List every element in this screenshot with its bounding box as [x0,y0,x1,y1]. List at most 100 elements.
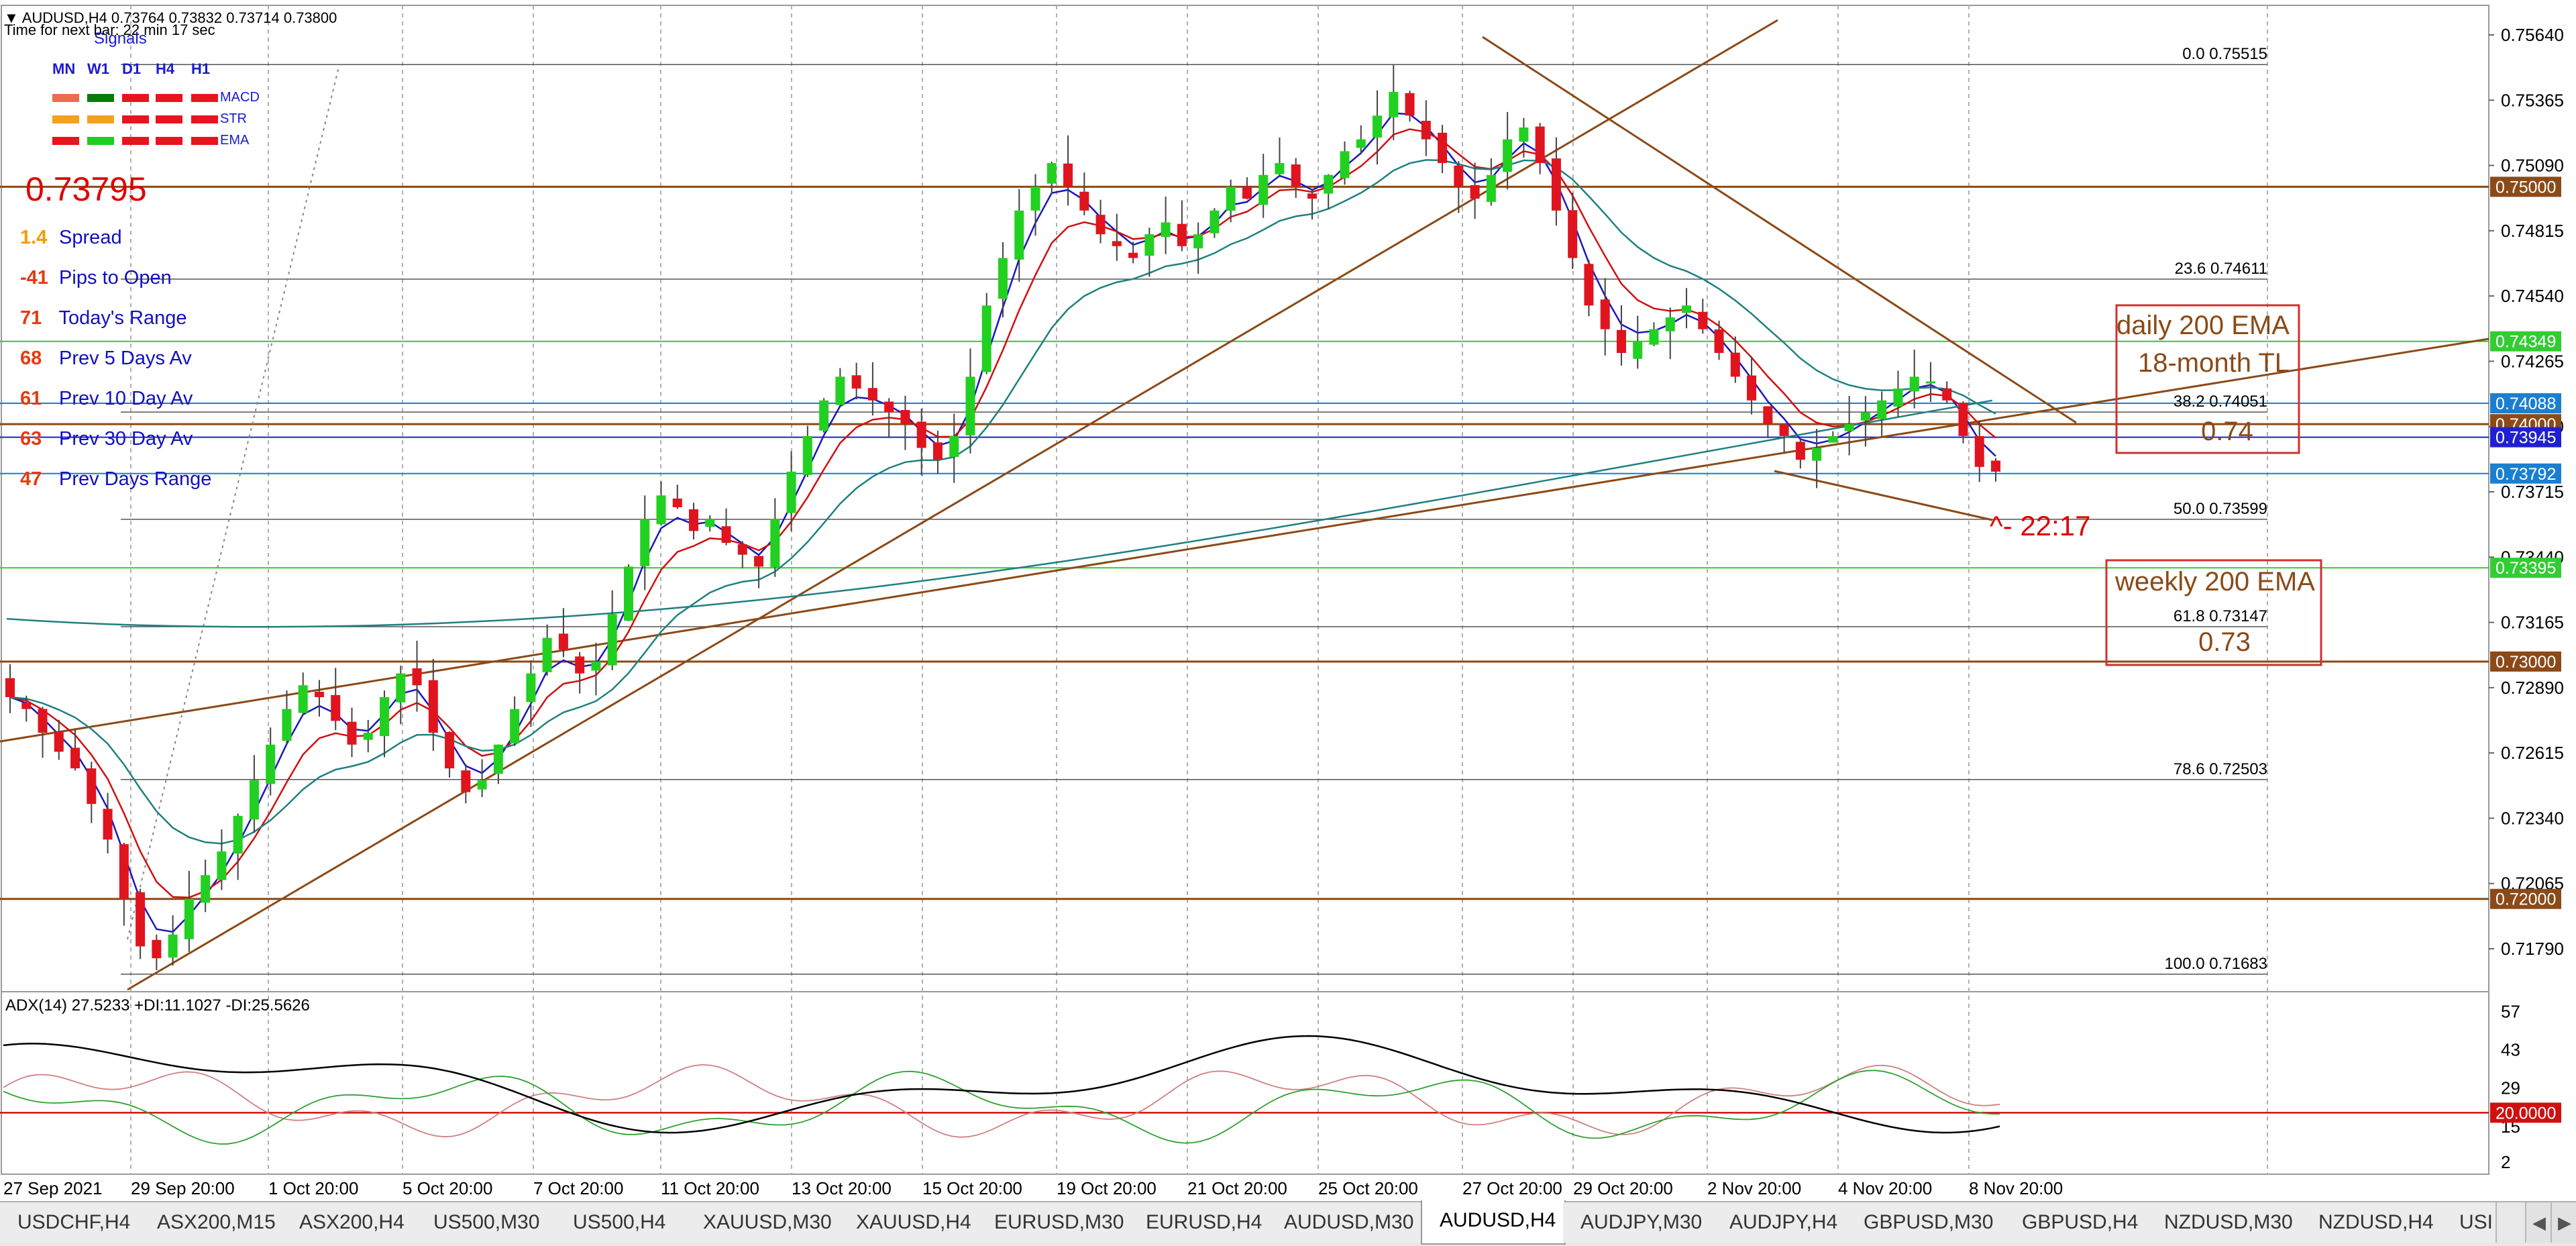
candle-body [558,633,568,650]
candle-body [1812,448,1822,461]
tab-scroll-left-icon[interactable]: ◀ [2525,1202,2552,1243]
candle-body [1030,187,1040,211]
candle-body [1584,264,1594,306]
chart-tab[interactable]: ASX200,H4 [282,1202,417,1243]
chart-window[interactable]: 0.0 0.75515 23.6 0.74611 38.2 0.74051 50.0 … [0,0,2576,1201]
chart-tab[interactable]: XAUUSD,H4 [839,1202,978,1243]
candle-body [689,509,699,531]
price-tag [2490,651,2561,672]
candle-body [1763,406,1773,425]
adx-pane-frame [1,991,2489,1175]
daily-ema-label: daily 200 EMA [2116,311,2290,340]
signal-indicator-bar [156,137,182,145]
info-row-value: 1.4 [20,227,48,248]
signal-indicator-bar [191,115,218,123]
candle-body [168,934,178,958]
tab-scroll-right-icon[interactable]: ▶ [2551,1202,2576,1243]
chart-tab[interactable]: AUDUSD,M30 [1267,1202,1422,1243]
chart-tab[interactable]: US500,M30 [416,1202,557,1243]
candle-body [607,614,617,666]
candle-body [461,770,471,792]
y-tick-label: 0.74815 [2501,221,2564,241]
candle-body [233,815,243,854]
candle-body [1454,165,1464,187]
chart-tab[interactable]: ASX200,M15 [140,1202,283,1243]
candle-body [1291,164,1301,187]
x-tick-label: 29 Oct 20:00 [1573,1178,1673,1198]
signal-timeframe: D1 [122,60,142,77]
candle-body [1242,187,1252,199]
y-tick-label: 0.73715 [2501,482,2564,502]
adx-y-tick-label: 43 [2501,1039,2520,1059]
candle-body [1682,305,1692,313]
candle-body [184,898,194,939]
candle-body [526,673,536,703]
current-price: 0.73795 [25,170,147,208]
candle-body [298,685,308,713]
horizontal-levels [0,185,2489,900]
candle-body [1535,126,1545,164]
info-row-label: Today's Range [54,307,187,329]
candle-body [347,721,357,745]
chart-tab[interactable]: AUDJPY,H4 [1712,1202,1847,1243]
candle-body [380,697,390,737]
fib-level-label: 38.2 0.74051 [2174,393,2267,411]
chart-tab[interactable]: NZDUSD,M30 [2147,1202,2302,1243]
candle-body [1844,424,1854,431]
candle-body [1909,376,1919,392]
signal-indicator-bar [87,137,114,145]
chart-tab[interactable]: GBPUSD,H4 [2004,1202,2148,1243]
candle-body [1128,252,1138,258]
candle-body [754,556,764,567]
info-row-label: Prev Days Range [54,468,212,490]
signal-indicator-bar [156,94,182,102]
chart-tab[interactable]: EURUSD,M30 [977,1202,1130,1243]
info-row: 68 Prev 5 Days Av [20,348,192,370]
chart-tab[interactable]: USI [2442,1202,2497,1243]
y-tick-label: 0.73165 [2501,613,2564,633]
adx-y-tick-label: 29 [2501,1078,2520,1098]
chart-tab[interactable]: AUDUSD,H4 [1421,1200,1566,1245]
collapse-triangle-icon[interactable]: ▼ [4,9,19,26]
candle-body [802,435,812,475]
candle-body [1714,329,1724,354]
chart-tab[interactable]: NZDUSD,H4 [2301,1202,2443,1243]
chart-tab[interactable]: EURUSD,H4 [1128,1202,1268,1243]
chart-tab[interactable]: USDCHF,H4 [0,1202,141,1243]
candle-body [1373,115,1383,138]
chart-tab[interactable]: GBPUSD,M30 [1846,1202,2006,1243]
candle-body [1747,375,1757,401]
candle-body [981,305,991,372]
info-row-label: Prev 5 Days Av [54,348,192,369]
candle-body [1860,412,1870,421]
chart-tab[interactable]: US500,H4 [555,1202,687,1243]
candle-body [1307,193,1317,199]
candle-body [1828,435,1838,443]
chart-canvas[interactable]: 0.0 0.75515 23.6 0.74611 38.2 0.74051 50.0 … [0,0,2576,1201]
candle-body [786,471,796,513]
adx-y-tick-label: 2 [2501,1152,2510,1172]
chart-tab[interactable]: AUDJPY,M30 [1563,1202,1713,1243]
signal-indicator-bar [87,115,114,123]
signal-indicator-bar [87,94,114,102]
candle-body [1210,210,1220,233]
fib-level-label: 100.0 0.71683 [2165,955,2267,973]
x-tick-label: 5 Oct 20:00 [402,1178,492,1198]
candle-body [152,939,162,959]
plus-di-line [3,1070,2000,1145]
info-row: 61 Prev 10 Day Av [20,388,193,410]
fibonacci-levels: 0.0 0.75515 23.6 0.74611 38.2 0.74051 50.0 … [121,45,2267,975]
candle-body [103,809,113,840]
info-row: 63 Prev 30 Day Av [20,428,193,450]
candle-body [1161,222,1171,238]
trendline-label: 18-month TL [2138,348,2290,378]
price-tag-label: 0.73945 [2496,429,2556,448]
chart-tab[interactable]: XAUUSD,M30 [686,1202,840,1243]
y-tick-label: 0.74540 [2501,286,2564,306]
candle-body [1779,425,1789,436]
uptrend-line-long [127,19,1778,991]
support-line-short [1774,470,1993,521]
candle-body [87,768,97,804]
candle-body [119,844,129,899]
candle-body [1616,329,1626,354]
